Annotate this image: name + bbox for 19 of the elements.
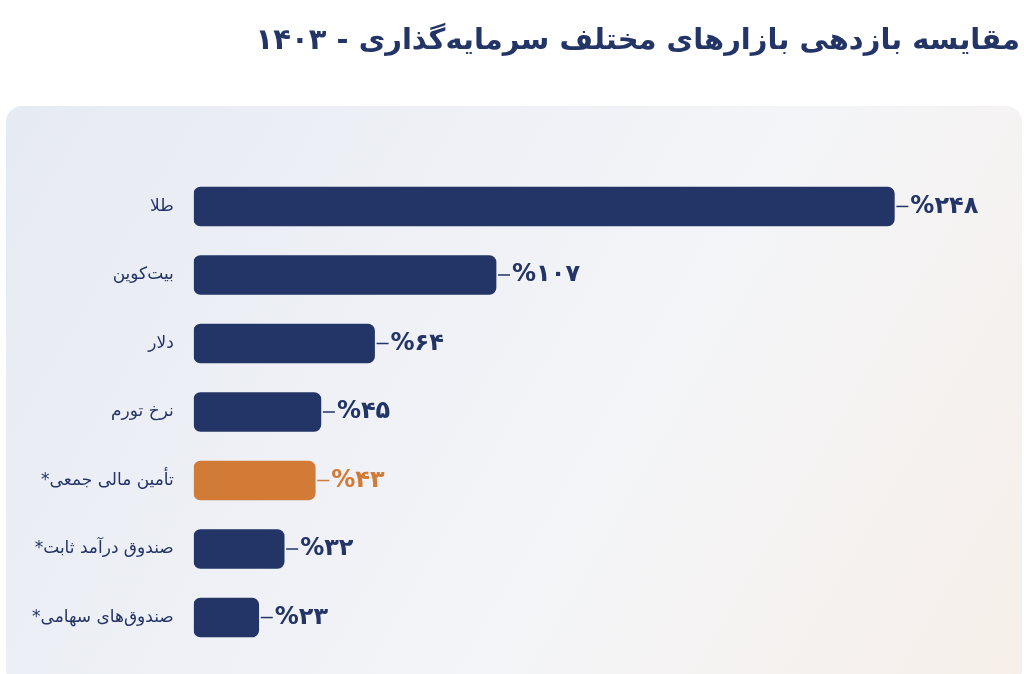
bar — [193, 323, 375, 364]
y-tick-label: نرخ تورم — [111, 400, 174, 422]
y-tick-label: تأمین مالی جمعی* — [41, 466, 175, 489]
data-label: %۱۰۷ — [512, 259, 581, 288]
data-label: %۲۳ — [274, 601, 329, 630]
data-label: %۶۴ — [390, 327, 444, 356]
y-tick-label: صندوق درآمد ثابت* — [34, 536, 174, 558]
bar — [193, 392, 322, 432]
y-tick-label: صندوق‌های سهامی* — [32, 605, 174, 627]
bar — [193, 597, 260, 638]
data-label: %۴۳ — [331, 464, 385, 493]
bar — [193, 255, 497, 295]
y-tick-label: بیت‌کوین — [112, 263, 174, 284]
data-label: %۴۵ — [336, 396, 391, 425]
chart-title: مقایسه بازدهی بازارهای مختلف سرمایه‌گذاری - ۱۴۰۳ — [254, 22, 1020, 56]
data-label: %۲۴۸ — [910, 190, 979, 219]
y-tick-label: طلا — [150, 194, 174, 215]
data-label: %۳۲ — [300, 533, 354, 562]
y-tick-label: دلار — [147, 331, 174, 352]
